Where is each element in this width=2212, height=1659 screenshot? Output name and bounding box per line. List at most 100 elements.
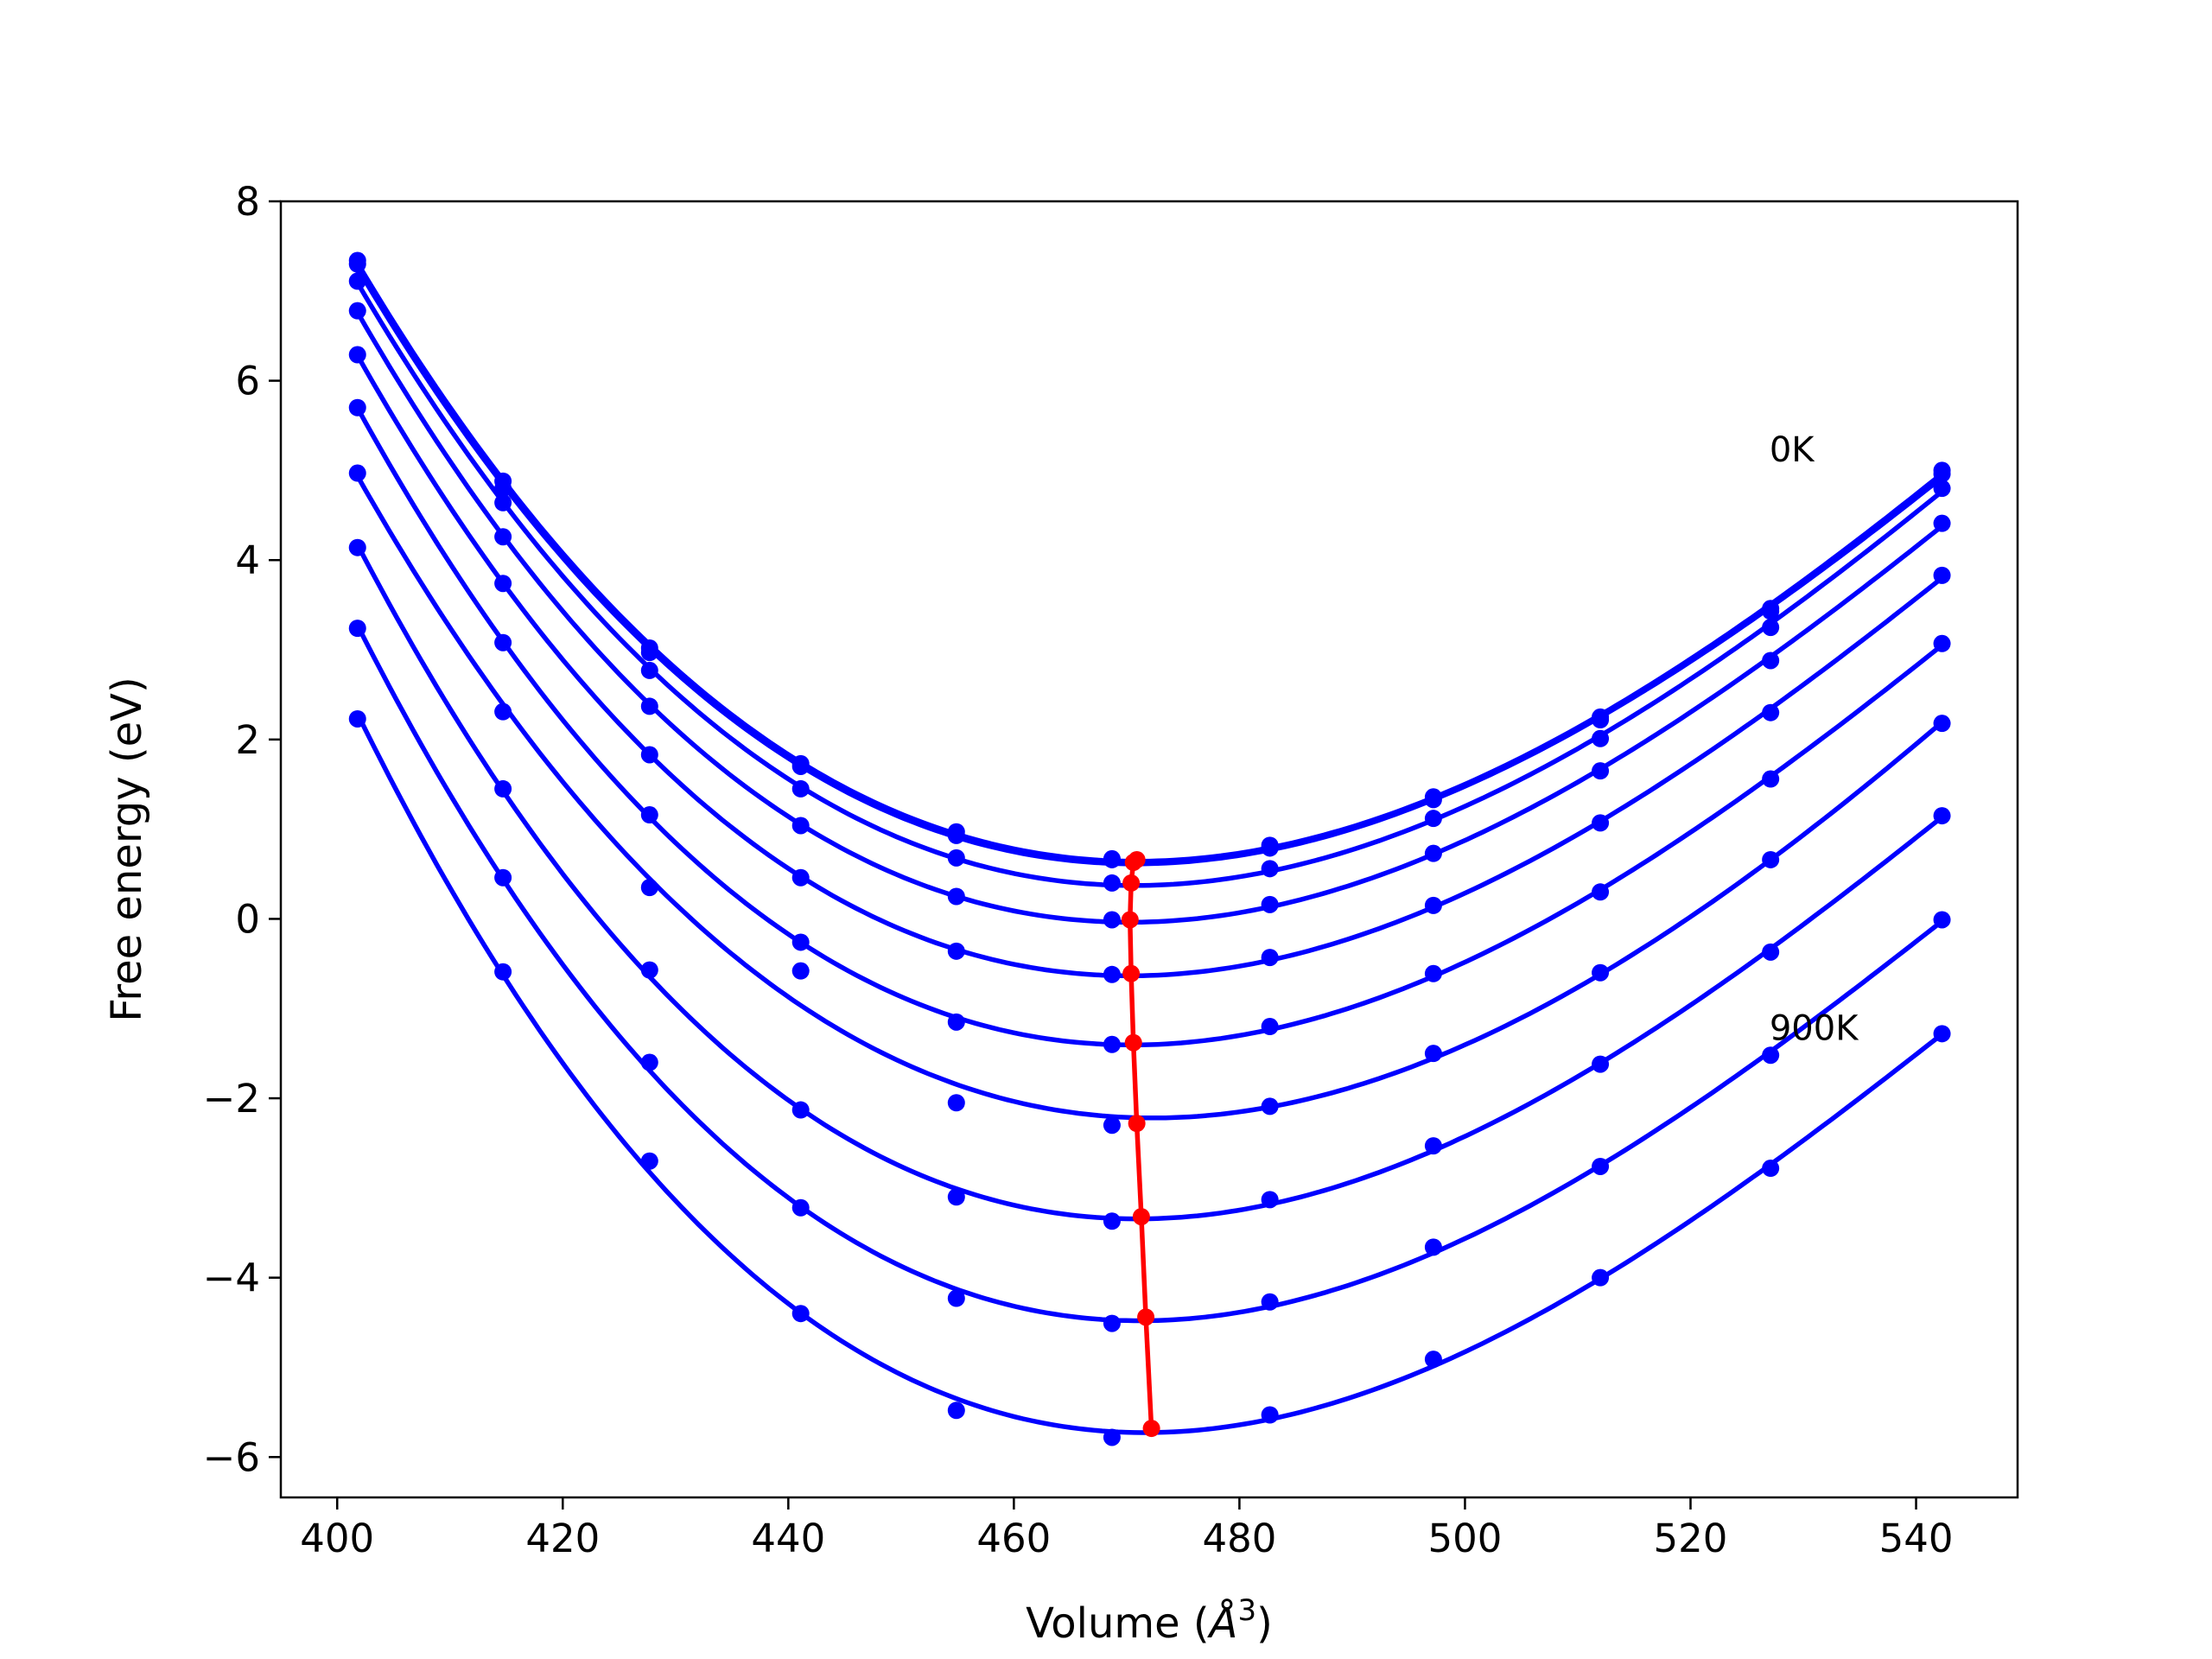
data-point [494,779,512,798]
data-point [1592,762,1610,780]
data-point [1762,850,1780,868]
data-point [348,709,366,728]
data-point [1933,566,1951,584]
data-point [348,272,366,290]
data-point [1933,715,1951,733]
data-point [1103,1314,1121,1332]
data-point [947,826,965,844]
data-point [947,1402,965,1420]
data-point [1933,911,1951,929]
data-point [1933,634,1951,652]
data-point [1261,839,1279,857]
y-axis-label: Free energy (eV) [103,677,151,1021]
data-point [791,757,810,775]
data-point [791,962,810,980]
data-point [1103,1428,1121,1446]
data-point [791,779,810,798]
data-point [494,493,512,512]
y-axis-ticks: −6 −4 −2 0 2 4 6 8 [203,179,281,1480]
data-point [947,1094,965,1112]
data-point [947,887,965,906]
data-point [791,1305,810,1323]
fit-curve [355,543,1944,1222]
minimum-point [1124,1033,1142,1052]
data-point [640,746,658,764]
x-tick-label: 440 [751,1516,825,1561]
data-point [1762,619,1780,637]
x-axis-ticks: 400 420 440 460 480 500 520 540 [300,1497,1953,1561]
x-tick-label: 460 [976,1516,1051,1561]
fit-curve [355,266,1944,867]
data-point [1424,791,1442,809]
fit-curve [355,474,1944,1121]
x-tick-label: 520 [1654,1516,1728,1561]
data-point [1424,1351,1442,1369]
fit-curve [355,354,1944,979]
data-point [348,620,366,638]
data-point [1261,895,1279,913]
y-tick-label: −2 [203,1076,260,1122]
data-point [1592,1055,1610,1073]
data-point [947,1289,965,1307]
data-point [1103,1212,1121,1230]
x-tick-label: 540 [1879,1516,1954,1561]
minimum-point [1122,964,1141,982]
data-point [494,868,512,887]
data-point [640,661,658,679]
y-tick-label: 0 [235,896,260,942]
fit-curve [355,311,1944,925]
data-points [348,251,1951,1446]
temperature-annotations: 0K 900K [1770,430,1859,1049]
data-point [1592,1157,1610,1175]
data-point [947,1013,965,1031]
data-point [791,933,810,951]
data-point [348,255,366,273]
data-point [791,868,810,887]
data-point [1762,652,1780,670]
y-tick-label: 4 [235,537,260,583]
data-point [1261,1293,1279,1311]
data-point [494,528,512,546]
data-point [1592,729,1610,747]
data-point [1424,1238,1442,1256]
minima-path [1128,857,1154,1429]
minimum-point [1122,874,1141,892]
data-point [640,806,658,824]
data-point [1261,860,1279,878]
data-point [1103,1116,1121,1135]
data-point [1762,1160,1780,1178]
data-point [640,879,658,897]
data-point [1103,1035,1121,1053]
fit-curve [355,406,1944,1048]
fit-curve [355,282,1944,888]
temperature-label: 0K [1770,430,1815,470]
y-tick-label: 6 [235,359,260,404]
data-point [1933,1025,1951,1043]
data-point [1762,703,1780,721]
x-tick-label: 420 [525,1516,600,1561]
data-point [494,702,512,721]
data-point [1424,896,1442,914]
data-point [1592,963,1610,982]
fit-curve [355,261,1944,864]
data-point [1424,844,1442,862]
data-point [1933,480,1951,498]
data-point [1261,1191,1279,1209]
data-point [640,1152,658,1170]
data-point [791,1101,810,1119]
data-point [1933,514,1951,532]
data-point [1933,465,1951,483]
data-point [1592,883,1610,901]
x-tick-label: 400 [300,1516,374,1561]
data-point [494,963,512,981]
data-point [1103,850,1121,868]
data-point [1762,943,1780,961]
data-point [348,398,366,416]
data-point [1592,711,1610,728]
minimum-point [1124,854,1142,872]
y-tick-label: −6 [203,1434,260,1480]
data-point [1933,807,1951,825]
temperature-label: 900K [1770,1009,1859,1049]
data-point [1592,1268,1610,1287]
